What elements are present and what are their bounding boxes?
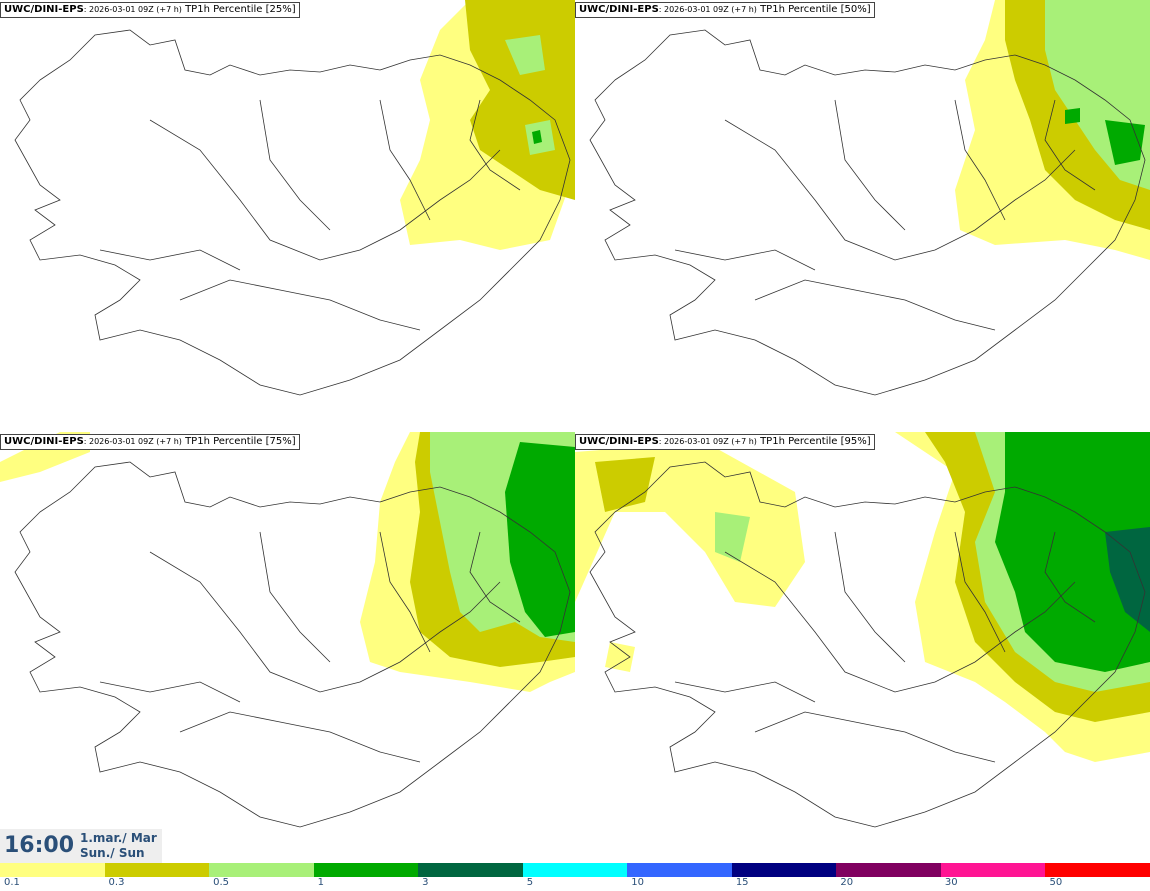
legend-tick-label: 5 [526, 877, 534, 888]
panel-title: UWC/DINI-EPS: 2026-03-01 09Z (+7 h) TP1h… [575, 2, 875, 18]
legend-tick-label: 0.5 [213, 877, 229, 888]
color-legend: 0.1 0.3 0.5 1 3 5 10 15 20 30 50 [0, 863, 1150, 891]
legend-tick-label: 20 [840, 877, 854, 888]
map-canvas-p50 [589, 0, 1150, 396]
panel-source: UWC/DINI-EPS [579, 436, 659, 447]
panel-title: UWC/DINI-EPS: 2026-03-01 09Z (+7 h) TP1h… [0, 434, 300, 450]
panel-title: UWC/DINI-EPS: 2026-03-01 09Z (+7 h) TP1h… [0, 2, 300, 18]
panel-source: UWC/DINI-EPS [4, 436, 84, 447]
legend-tick-label: 3 [422, 877, 429, 888]
legend-swatch [522, 863, 628, 877]
legend-swatch [104, 863, 210, 877]
legend-swatch [731, 863, 837, 877]
legend-swatch [627, 863, 732, 877]
panel-run: : 2026-03-01 09Z (+7 h) [83, 437, 182, 446]
panel-field: TP1h Percentile [75%] [181, 436, 296, 447]
map-panel-p75: UWC/DINI-EPS: 2026-03-01 09Z (+7 h) TP1h… [0, 432, 575, 864]
legend-tick-label: 0.1 [4, 877, 20, 888]
legend-tick-label: 15 [735, 877, 749, 888]
panel-field: TP1h Percentile [25%] [181, 4, 296, 15]
legend-tick-label: 50 [1049, 877, 1063, 888]
panel-source: UWC/DINI-EPS [4, 4, 84, 15]
legend-swatch [0, 863, 105, 877]
legend-swatch [209, 863, 314, 877]
legend-swatch [1045, 863, 1150, 877]
map-panel-p25: UWC/DINI-EPS: 2026-03-01 09Z (+7 h) TP1h… [0, 0, 575, 432]
legend-swatch [418, 863, 523, 877]
panel-source: UWC/DINI-EPS [579, 4, 659, 15]
map-canvas-p25 [14, 0, 575, 396]
map-panel-p50: UWC/DINI-EPS: 2026-03-01 09Z (+7 h) TP1h… [575, 0, 1150, 432]
legend-tick-label: 0.3 [108, 877, 125, 888]
panel-run: : 2026-03-01 09Z (+7 h) [83, 5, 182, 14]
valid-date: 1.mar./ Mar [80, 831, 157, 845]
legend-tick-label: 30 [944, 877, 958, 888]
legend-swatch [313, 863, 419, 877]
valid-time-box: 16:00 1.mar./ Mar Sun./ Sun [0, 829, 162, 863]
map-canvas-p95 [575, 432, 1150, 828]
map-panel-p95: UWC/DINI-EPS: 2026-03-01 09Z (+7 h) TP1h… [575, 432, 1150, 864]
legend-colorbar [0, 863, 1150, 877]
panel-run: : 2026-03-01 09Z (+7 h) [658, 5, 757, 14]
map-canvas-p75 [0, 432, 575, 828]
legend-tick-label: 10 [631, 877, 644, 888]
panel-run: : 2026-03-01 09Z (+7 h) [658, 437, 757, 446]
panel-field: TP1h Percentile [50%] [756, 4, 871, 15]
panel-field: TP1h Percentile [95%] [756, 436, 871, 447]
panel-title: UWC/DINI-EPS: 2026-03-01 09Z (+7 h) TP1h… [575, 434, 875, 450]
legend-swatch [940, 863, 1046, 877]
legend-swatch [836, 863, 941, 877]
valid-hour: 16:00 [4, 833, 75, 858]
valid-day: Sun./ Sun [80, 846, 145, 860]
legend-tick-label: 1 [317, 877, 324, 888]
